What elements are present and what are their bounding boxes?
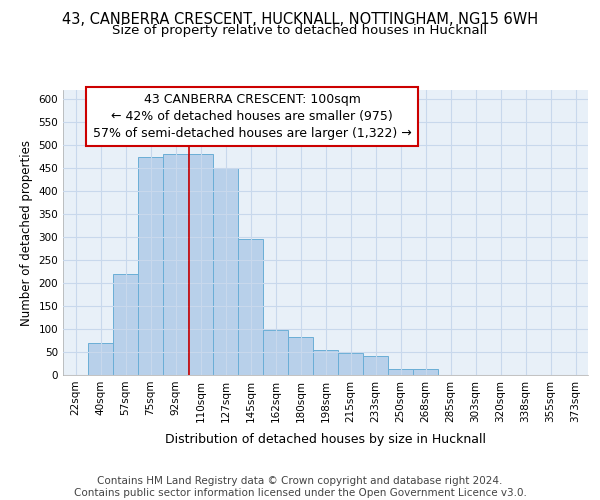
Bar bbox=[413, 370, 438, 375]
Bar bbox=[113, 274, 138, 375]
Bar bbox=[288, 338, 313, 375]
Bar bbox=[313, 350, 338, 375]
Bar bbox=[338, 354, 363, 375]
Text: Contains HM Land Registry data © Crown copyright and database right 2024.
Contai: Contains HM Land Registry data © Crown c… bbox=[74, 476, 526, 498]
Y-axis label: Number of detached properties: Number of detached properties bbox=[20, 140, 33, 326]
Text: 43 CANBERRA CRESCENT: 100sqm
← 42% of detached houses are smaller (975)
57% of s: 43 CANBERRA CRESCENT: 100sqm ← 42% of de… bbox=[92, 93, 412, 140]
Bar bbox=[188, 154, 213, 375]
X-axis label: Distribution of detached houses by size in Hucknall: Distribution of detached houses by size … bbox=[165, 433, 486, 446]
Bar bbox=[388, 370, 413, 375]
Bar bbox=[363, 356, 388, 375]
Bar bbox=[263, 330, 288, 375]
Bar bbox=[88, 343, 113, 375]
Bar bbox=[213, 168, 238, 375]
Bar bbox=[238, 240, 263, 375]
Text: Size of property relative to detached houses in Hucknall: Size of property relative to detached ho… bbox=[112, 24, 488, 37]
Bar bbox=[138, 156, 163, 375]
Text: 43, CANBERRA CRESCENT, HUCKNALL, NOTTINGHAM, NG15 6WH: 43, CANBERRA CRESCENT, HUCKNALL, NOTTING… bbox=[62, 12, 538, 28]
Bar bbox=[163, 154, 188, 375]
